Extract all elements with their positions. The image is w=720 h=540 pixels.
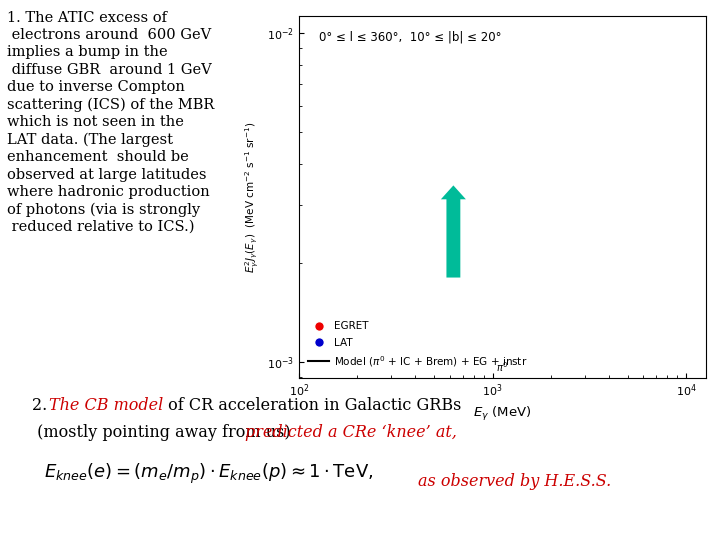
Text: The CB model: The CB model xyxy=(49,397,163,414)
Text: 2.: 2. xyxy=(32,397,53,414)
Text: predicted a CRe ‘knee’ at,: predicted a CRe ‘knee’ at, xyxy=(245,424,456,441)
Text: $\pi^{0}$: $\pi^{0}$ xyxy=(496,361,508,374)
Legend: EGRET, LAT, Model ($\pi^0$ + IC + Brem) + EG + instr: EGRET, LAT, Model ($\pi^0$ + IC + Brem) … xyxy=(304,317,532,373)
Text: of CR acceleration in Galactic GRBs: of CR acceleration in Galactic GRBs xyxy=(163,397,461,414)
Text: 1. The ATIC excess of
 electrons around  600 GeV
implies a bump in the
 diffuse : 1. The ATIC excess of electrons around 6… xyxy=(7,11,215,234)
Text: 0° ≤ l ≤ 360°,  10° ≤ |b| ≤ 20°: 0° ≤ l ≤ 360°, 10° ≤ |b| ≤ 20° xyxy=(319,31,502,44)
X-axis label: $E_\gamma$ (MeV): $E_\gamma$ (MeV) xyxy=(473,405,531,423)
Y-axis label: $E_\gamma^2 J_\gamma(E_\gamma)$  (MeV cm$^{-2}$ s$^{-1}$ sr$^{-1}$): $E_\gamma^2 J_\gamma(E_\gamma)$ (MeV cm$… xyxy=(244,122,261,273)
Text: $E_{knee}(e) = (m_e/m_p) \cdot E_{knee}(p) \approx 1 \cdot \mathrm{TeV},$: $E_{knee}(e) = (m_e/m_p) \cdot E_{knee}(… xyxy=(44,462,373,486)
FancyArrowPatch shape xyxy=(441,185,466,278)
Text: (mostly pointing away from us): (mostly pointing away from us) xyxy=(32,424,296,441)
Text: as observed by H.E.S.S.: as observed by H.E.S.S. xyxy=(418,473,611,490)
